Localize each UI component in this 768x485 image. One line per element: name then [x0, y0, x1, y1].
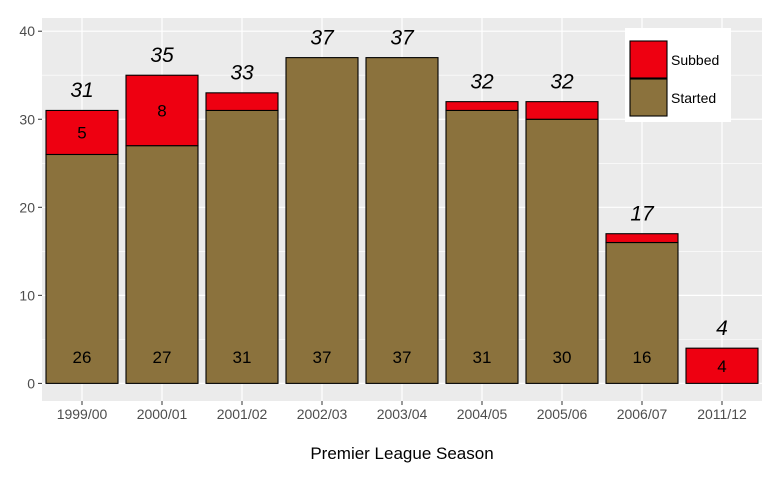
y-axis: 0 10 20 30 40	[19, 23, 42, 391]
bar-subbed	[685, 347, 759, 384]
y-tick-label: 0	[27, 375, 35, 391]
bar-subbed	[605, 233, 679, 244]
bars	[45, 57, 759, 384]
bar-started	[605, 241, 679, 384]
started-value-label: 16	[633, 348, 652, 367]
bar-started	[45, 153, 119, 384]
y-tick-label: 30	[19, 111, 35, 127]
total-value-label: 17	[630, 202, 655, 225]
bar-started	[205, 109, 279, 384]
x-tick-label: 2003/04	[377, 406, 428, 422]
x-tick-label: 2001/02	[217, 406, 268, 422]
bar-subbed	[205, 92, 279, 111]
bar-started	[285, 57, 359, 384]
total-value-label: 35	[150, 44, 174, 67]
subbed-value-label: 8	[157, 101, 166, 120]
started-value-label: 37	[393, 348, 412, 367]
x-tick-label: 2004/05	[457, 406, 508, 422]
y-tick-label: 40	[19, 23, 35, 39]
legend-key	[629, 78, 668, 117]
x-axis-title: Premier League Season	[310, 444, 493, 463]
data-labels: 26 5 31 27 8 35 31 33 37 37 37 37 31 32 30 32 16 17 4 4	[70, 26, 728, 375]
x-tick-label: 2005/06	[537, 406, 588, 422]
x-tick-label: 2000/01	[137, 406, 188, 422]
bar-subbed	[445, 101, 519, 111]
legend-key	[629, 40, 668, 79]
started-value-label: 31	[473, 348, 492, 367]
x-tick-label: 2002/03	[297, 406, 348, 422]
started-value-label: 37	[313, 348, 332, 367]
x-tick-label: 2011/12	[697, 406, 747, 422]
bar-started	[445, 109, 519, 384]
bar-started	[525, 118, 599, 384]
bar-subbed	[45, 109, 119, 156]
bar-subbed	[525, 101, 599, 120]
total-value-label: 4	[716, 317, 728, 340]
total-value-label: 32	[470, 70, 494, 93]
total-value-label: 37	[310, 26, 335, 49]
started-value-label: 27	[153, 348, 172, 367]
legend: Subbed Started	[625, 28, 731, 122]
bar-subbed	[125, 74, 199, 147]
bar-started	[365, 57, 439, 384]
started-value-label: 26	[73, 348, 92, 367]
legend-label: Started	[671, 90, 716, 106]
legend-label: Subbed	[671, 52, 719, 68]
total-value-label: 37	[390, 26, 415, 49]
x-tick-label: 2006/07	[617, 406, 668, 422]
subbed-value-label: 5	[77, 123, 86, 142]
total-value-label: 33	[230, 62, 254, 85]
started-value-label: 30	[553, 348, 572, 367]
y-tick-label: 10	[19, 287, 35, 303]
total-value-label: 32	[550, 70, 574, 93]
x-tick-label: 1999/00	[57, 406, 108, 422]
started-value-label: 31	[233, 348, 252, 367]
y-tick-label: 20	[19, 199, 35, 215]
x-axis: 1999/00 2000/01 2001/02 2002/03 2003/04 2004/…	[57, 401, 747, 422]
subbed-value-label: 4	[717, 357, 726, 376]
total-value-label: 31	[70, 79, 93, 102]
